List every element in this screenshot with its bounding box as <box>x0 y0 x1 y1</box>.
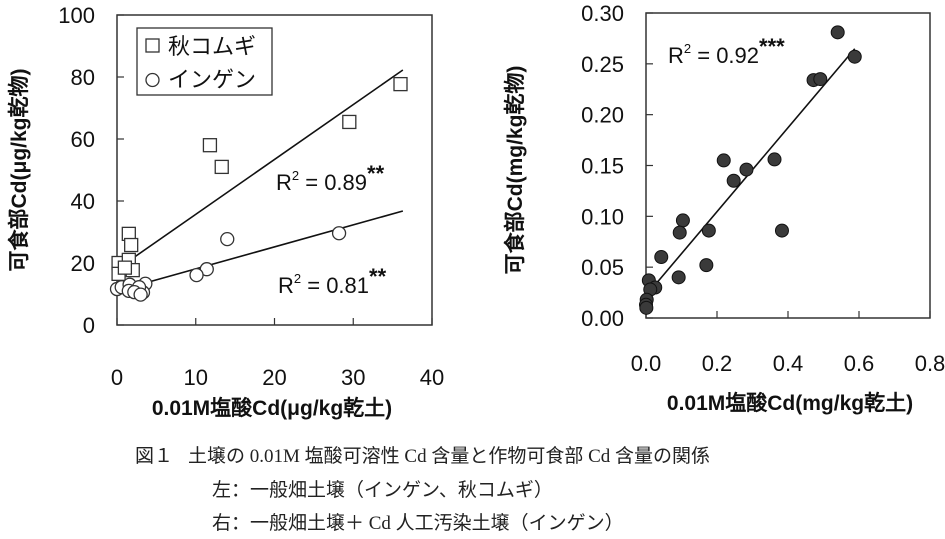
data-point-filled <box>739 162 754 177</box>
y-tick-label: 0.00 <box>581 306 624 331</box>
data-point-filled <box>672 225 687 240</box>
plot-frame <box>645 12 931 319</box>
y-tick-label: 0 <box>83 313 95 338</box>
legend-circle-marker <box>145 72 160 88</box>
legend-square-marker <box>145 38 160 53</box>
regression-line <box>653 48 856 287</box>
data-point-square <box>214 159 229 175</box>
r2-label-right: R2 = 0.92*** <box>668 34 785 68</box>
regression-line <box>119 210 404 291</box>
data-point-filled <box>675 213 690 228</box>
data-point-filled <box>671 270 686 285</box>
x-axis-label: 0.01M塩酸Cd(mg/kg乾土) <box>667 391 913 415</box>
y-tick-label: 80 <box>71 65 95 90</box>
y-tick-label: 0.10 <box>581 204 624 229</box>
y-tick-label: 100 <box>58 3 95 28</box>
data-point-filled <box>654 250 669 264</box>
caption-line-2: 左：一般畑土壌（インゲン、秋コムギ） <box>212 480 553 501</box>
data-point-square <box>117 260 133 275</box>
data-point-square <box>393 76 408 92</box>
y-axis-label: 可食部Cd(mg/kg乾物) <box>503 66 527 275</box>
caption-line-1: 土壌の 0.01M 塩酸可溶性 Cd 含量と作物可食部 Cd 含量の関係 <box>188 446 710 467</box>
data-point-circle <box>133 287 148 302</box>
x-tick-label: 40 <box>420 365 444 390</box>
data-point-filled <box>774 223 789 238</box>
legend-label-bean: インゲン <box>168 67 256 92</box>
y-tick-label: 0.15 <box>581 154 624 179</box>
caption-line-3: 右：一般畑土壌＋ Cd 人工汚染土壌（インゲン） <box>212 513 624 534</box>
x-axis-label: 0.01M塩酸Cd(μg/kg乾土) <box>152 396 392 420</box>
y-tick-label: 0.30 <box>581 1 624 26</box>
data-point-filled <box>639 300 654 315</box>
y-tick-label: 0.20 <box>581 103 624 128</box>
data-point-filled <box>813 72 828 87</box>
data-point-square <box>202 138 218 153</box>
r2-label-bean: R2 = 0.81** <box>278 264 387 298</box>
data-point-circle <box>220 231 235 247</box>
data-point-circle <box>189 267 204 283</box>
right-chart: 0.0 0.2 0.4 0.6 0.8 0.00 0.05 0.10 0.15 0.20 0.25 0… <box>503 1 945 415</box>
y-tick-label: 40 <box>71 189 95 214</box>
data-point-filled <box>699 258 714 273</box>
data-point-filled <box>716 153 731 168</box>
x-tick-label: 0.4 <box>773 351 804 376</box>
y-tick-label: 60 <box>71 127 95 152</box>
x-tick-label: 0.2 <box>702 351 733 376</box>
data-point-square <box>342 114 357 130</box>
x-tick-label: 0.6 <box>844 351 875 376</box>
left-chart: 0 10 20 30 40 0 20 40 60 80 100 0.01M塩酸Cd(μg/kg乾土) 可… <box>7 3 444 420</box>
data-point-filled <box>847 49 862 64</box>
x-tick-label: 0.0 <box>631 351 662 376</box>
data-point-filled <box>701 223 716 238</box>
caption-label: 図１ <box>135 446 174 467</box>
y-tick-label: 0.25 <box>581 52 624 77</box>
x-tick-label: 0.8 <box>915 351 945 376</box>
x-tick-label: 20 <box>262 365 286 390</box>
x-tick-label: 10 <box>184 365 208 390</box>
data-point-circle <box>331 226 347 241</box>
data-point-filled <box>767 152 782 167</box>
data-point-filled <box>830 25 845 40</box>
r2-label-wheat: R2 = 0.89** <box>276 161 385 195</box>
y-tick-label: 0.05 <box>581 255 624 280</box>
y-axis-label: 可食部Cd(μg/kg乾物) <box>7 69 31 272</box>
legend-label-wheat: 秋コムギ <box>168 34 256 59</box>
data-point-filled <box>726 173 741 188</box>
x-tick-label: 0 <box>111 365 123 390</box>
x-tick-label: 30 <box>341 365 365 390</box>
data-point-square <box>124 237 139 253</box>
y-tick-label: 20 <box>71 251 95 276</box>
regression-line <box>119 69 404 268</box>
